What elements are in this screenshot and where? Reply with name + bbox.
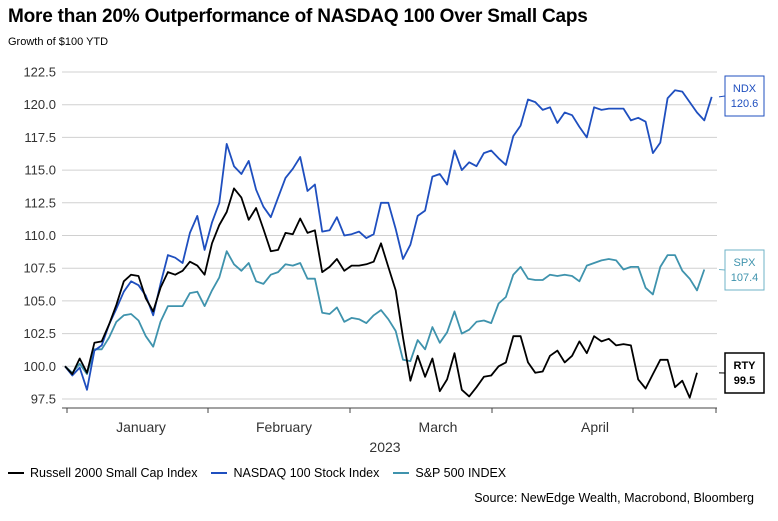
legend-label-rty: Russell 2000 Small Cap Index — [30, 466, 198, 480]
legend-swatch-ndx — [211, 472, 228, 474]
y-tick-label: 100.0 — [23, 359, 56, 374]
legend-label-spx: S&P 500 INDEX — [415, 466, 507, 480]
source-note: Source: NewEdge Wealth, Macrobond, Bloom… — [474, 491, 754, 505]
chart-subtitle: Growth of $100 YTD — [8, 36, 109, 48]
x-month-label: January — [116, 419, 166, 435]
x-month-label: March — [419, 419, 458, 435]
x-year-label: 2023 — [369, 439, 400, 455]
x-month-label: April — [581, 419, 609, 435]
end-label-ticker: NDX — [733, 83, 757, 95]
x-axis: January February March April 2023 — [62, 407, 717, 455]
end-label-ticker: RTY — [734, 360, 757, 372]
chart-title: More than 20% Outperformance of NASDAQ 1… — [8, 6, 588, 27]
y-tick-label: 102.5 — [23, 326, 56, 341]
x-month-label: February — [256, 419, 312, 435]
series-line-ndx — [64, 89, 713, 391]
y-tick-label: 120.0 — [23, 97, 56, 112]
legend-item-ndx: NASDAQ 100 Stock Index — [211, 466, 379, 480]
y-tick-label: 115.0 — [24, 163, 56, 178]
end-label-box — [724, 352, 765, 394]
y-tick-label: 117.5 — [24, 130, 56, 145]
y-axis: 122.5 120.0 117.5 115.0 112.5 110.0 107.5 105.0… — [23, 65, 56, 407]
line-chart: 122.5 120.0 117.5 115.0 112.5 110.0 107.5 105.0… — [23, 65, 765, 455]
y-tick-label: 107.5 — [23, 261, 56, 276]
end-label-value: 107.4 — [731, 272, 759, 284]
y-tick-label: 105.0 — [23, 293, 56, 308]
legend-swatch-spx — [393, 472, 410, 474]
series-lines — [64, 89, 713, 399]
legend-swatch-rty — [8, 472, 24, 474]
y-tick-label: 97.5 — [31, 392, 56, 407]
grid-lines — [62, 71, 717, 400]
end-label-connector — [718, 95, 726, 98]
legend: Russell 2000 Small Cap Index NASDAQ 100 … — [8, 466, 506, 480]
end-label-box — [724, 75, 765, 117]
y-tick-label: 110.0 — [24, 228, 56, 243]
legend-item-rty: Russell 2000 Small Cap Index — [8, 466, 197, 480]
end-labels: NDX 120.6 SPX 107.4 RTY 99.5 — [718, 75, 765, 394]
y-tick-label: 112.5 — [24, 195, 56, 210]
end-label-value: 99.5 — [734, 375, 755, 387]
legend-label-ndx: NASDAQ 100 Stock Index — [233, 466, 380, 480]
legend-item-spx: S&P 500 INDEX — [393, 466, 506, 480]
series-line-spx — [64, 250, 706, 376]
series-line-rty — [64, 187, 698, 399]
end-label-ticker: SPX — [733, 257, 756, 269]
end-label-box — [724, 249, 765, 291]
y-tick-label: 122.5 — [23, 65, 56, 80]
end-label-value: 120.6 — [731, 98, 759, 110]
